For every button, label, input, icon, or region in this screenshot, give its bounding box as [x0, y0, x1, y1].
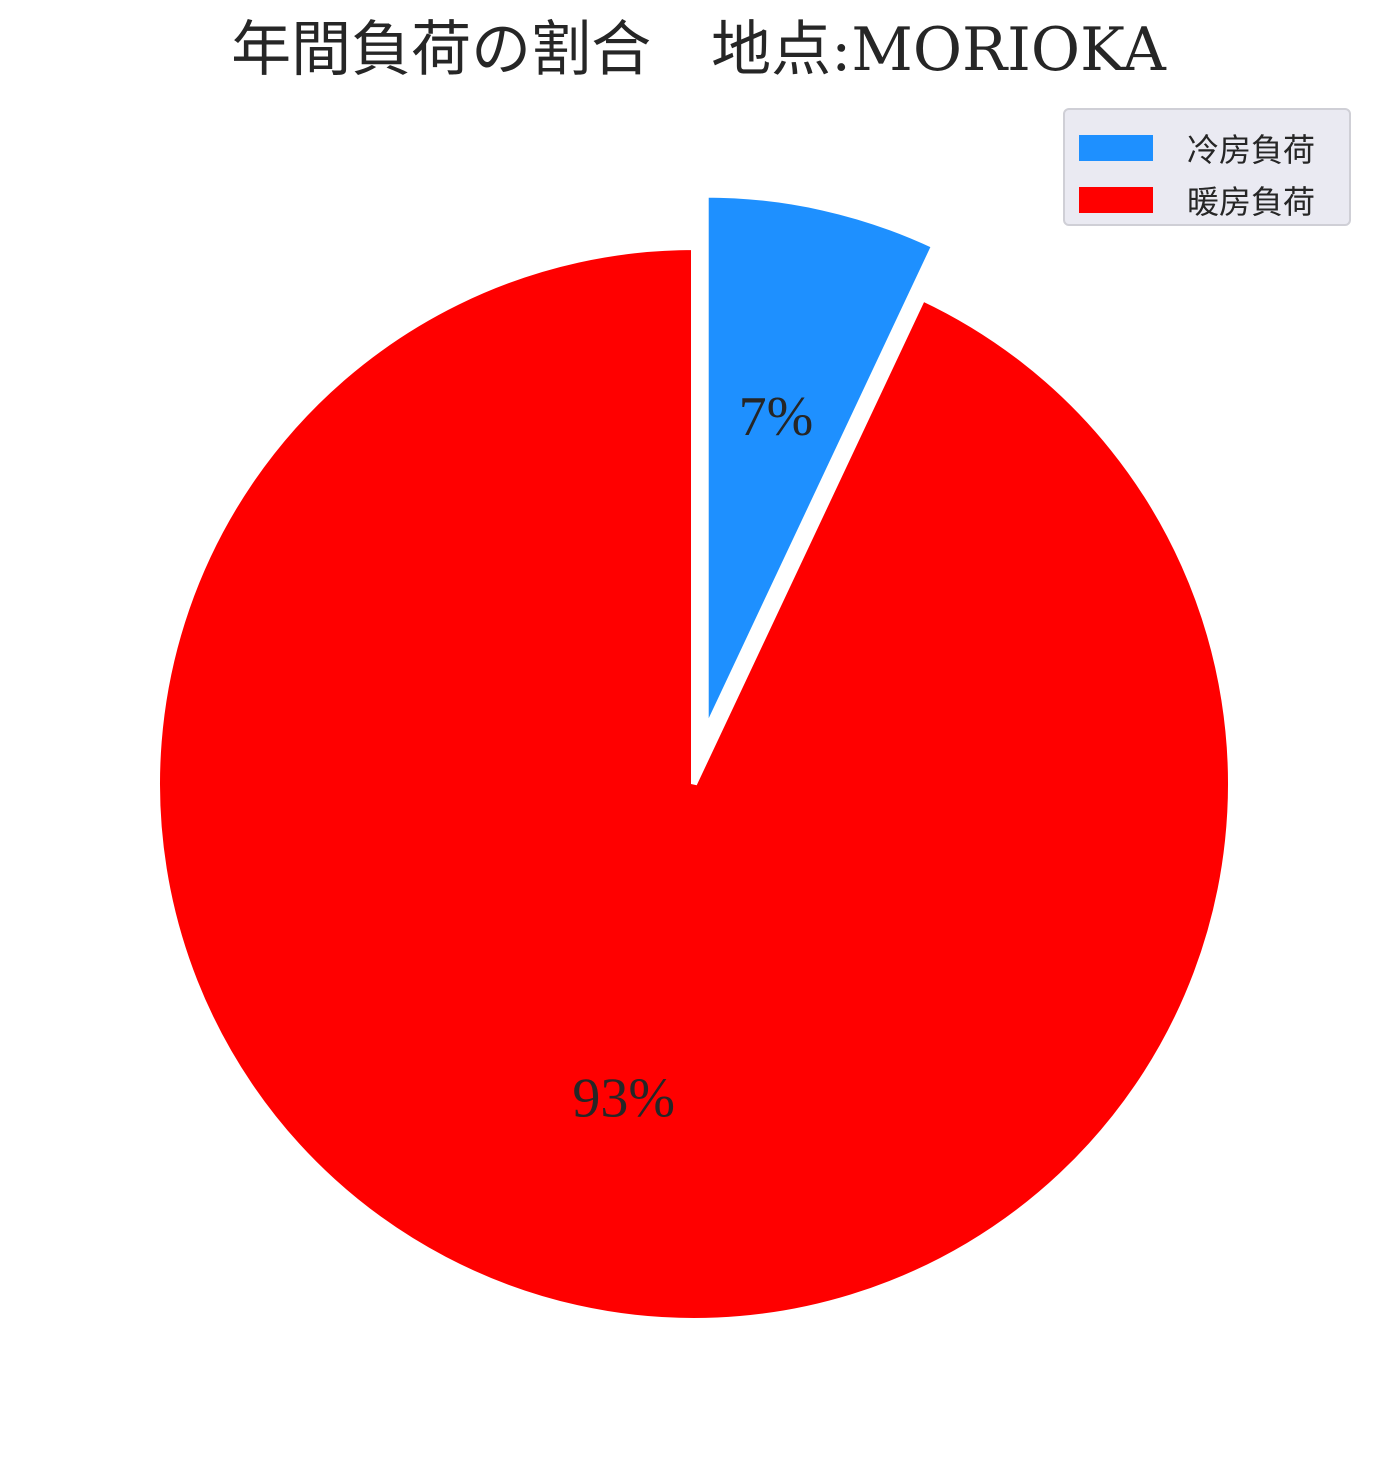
legend-swatch-cooling: [1079, 135, 1153, 161]
chart-title: 年間負荷の割合 地点:MORIOKA: [231, 15, 1166, 85]
legend-entry-cooling: 冷房負荷: [1079, 128, 1316, 169]
legend-label-heating: 暖房負荷: [1187, 183, 1316, 221]
legend-entry-heating: 暖房負荷: [1079, 180, 1316, 221]
pie-slice-heating: [154, 243, 1234, 1324]
legend-swatch-heating: [1079, 187, 1153, 213]
pie-label-cooling: 7%: [739, 386, 814, 448]
pie-slice-cooling: [702, 191, 939, 733]
legend: 冷房負荷 暖房負荷: [1063, 108, 1351, 226]
pie-label-heating: 93%: [572, 1067, 675, 1129]
legend-label-cooling: 冷房負荷: [1187, 131, 1316, 169]
